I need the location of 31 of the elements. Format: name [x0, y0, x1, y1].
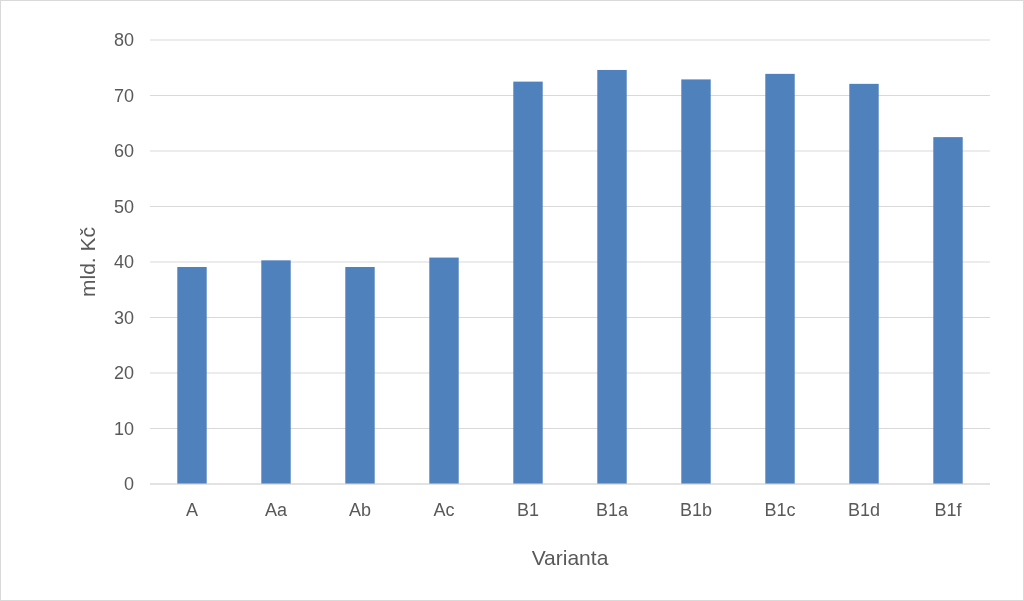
- x-tick-label: Aa: [264, 500, 288, 520]
- y-tick-label: 10: [113, 418, 134, 439]
- x-tick-label: B1b: [679, 500, 713, 520]
- y-axis-title: mld. Kč: [76, 226, 99, 298]
- y-tick-label: 70: [113, 85, 134, 106]
- bar: [429, 257, 459, 484]
- bar: [681, 79, 711, 484]
- x-tick-label: A: [185, 500, 199, 520]
- bar: [933, 137, 963, 484]
- x-tick-label: B1d: [847, 500, 881, 520]
- y-tick-label: 30: [113, 307, 134, 328]
- x-tick-label: B1c: [764, 500, 796, 520]
- x-axis-title: Varianta: [531, 546, 609, 569]
- bar: [513, 81, 543, 484]
- x-tick-label: Ab: [348, 500, 372, 520]
- x-tick-label: B1f: [934, 500, 963, 520]
- x-tick-label: Ac: [433, 500, 455, 520]
- y-tick-label: 80: [113, 30, 134, 51]
- x-tick-label: B1a: [595, 500, 629, 520]
- bar: [177, 267, 207, 484]
- bar: [765, 73, 795, 484]
- y-tick-label: 40: [113, 252, 134, 273]
- y-tick-label: 50: [113, 196, 134, 217]
- bar: [345, 267, 375, 484]
- y-tick-label: 0: [123, 474, 134, 495]
- bar: [597, 69, 627, 484]
- bar: [849, 83, 879, 484]
- y-tick-label: 20: [113, 363, 134, 384]
- bar: [261, 260, 291, 484]
- x-tick-label: B1: [516, 500, 540, 520]
- y-tick-label: 60: [113, 141, 134, 162]
